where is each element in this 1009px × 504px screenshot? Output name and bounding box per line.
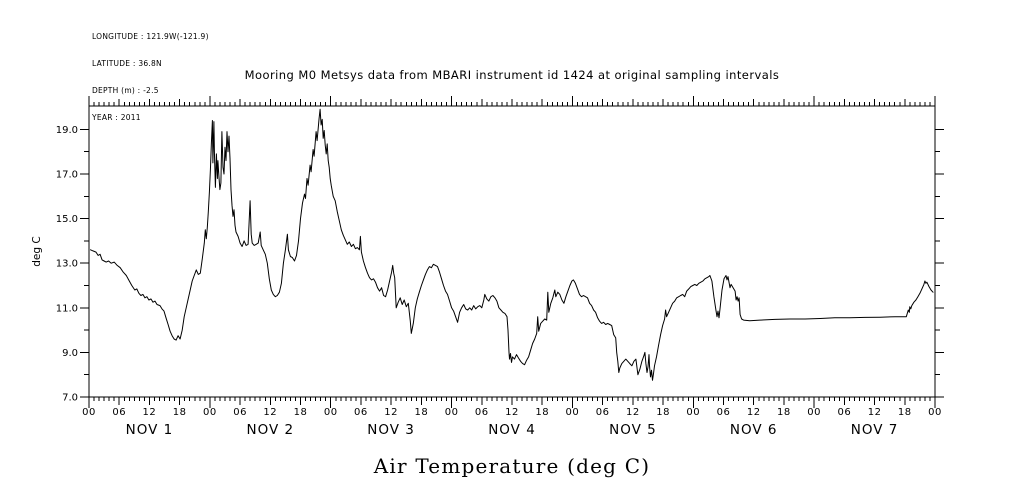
svg-text:15.0: 15.0 xyxy=(56,214,78,225)
svg-text:06: 06 xyxy=(838,407,852,418)
svg-text:06: 06 xyxy=(475,407,489,418)
svg-text:00: 00 xyxy=(928,407,942,418)
series-line-air-temperature xyxy=(90,108,934,381)
svg-text:12: 12 xyxy=(868,407,882,418)
y-axis-ticks xyxy=(80,128,944,398)
x-tick-labels: 00 06 12 18 00 06 12 18 00 06 12 18 00 06 12 18 00 06 12 18… xyxy=(82,407,942,418)
svg-text:00: 00 xyxy=(566,407,580,418)
svg-text:12: 12 xyxy=(384,407,398,418)
svg-text:00: 00 xyxy=(686,407,700,418)
metadata-block: LONGITUDE : 121.9W(-121.9) LATITUDE : 36… xyxy=(92,14,209,140)
x-axis-caption: Air Temperature (deg C) xyxy=(373,454,651,478)
y-axis-label: deg C xyxy=(31,236,43,266)
svg-text:18: 18 xyxy=(173,407,187,418)
chart-title: Mooring M0 Metsys data from MBARI instru… xyxy=(244,68,780,82)
svg-text:00: 00 xyxy=(445,407,459,418)
svg-text:06: 06 xyxy=(233,407,247,418)
svg-text:18: 18 xyxy=(294,407,308,418)
svg-text:NOV 6: NOV 6 xyxy=(730,422,778,438)
svg-text:00: 00 xyxy=(82,407,96,418)
svg-text:NOV 3: NOV 3 xyxy=(367,422,415,438)
svg-text:06: 06 xyxy=(596,407,610,418)
svg-text:NOV 4: NOV 4 xyxy=(488,422,536,438)
svg-text:NOV 7: NOV 7 xyxy=(851,422,899,438)
svg-text:06: 06 xyxy=(717,407,731,418)
svg-text:19.0: 19.0 xyxy=(56,125,78,136)
svg-text:NOV 1: NOV 1 xyxy=(126,422,174,438)
svg-text:18: 18 xyxy=(898,407,912,418)
svg-text:17.0: 17.0 xyxy=(56,170,78,181)
x-axis-ticks xyxy=(88,96,936,408)
svg-text:13.0: 13.0 xyxy=(56,259,78,270)
x-day-labels: NOV 1 NOV 2 NOV 3 NOV 4 NOV 5 NOV 6 NOV 7 xyxy=(126,422,899,438)
svg-text:00: 00 xyxy=(807,407,821,418)
svg-text:12: 12 xyxy=(747,407,761,418)
svg-text:11.0: 11.0 xyxy=(56,303,78,314)
svg-text:06: 06 xyxy=(112,407,126,418)
y-tick-labels: 19.0 17.0 15.0 13.0 11.0 9.0 7.0 xyxy=(56,125,78,404)
plot-border xyxy=(88,105,936,398)
svg-text:12: 12 xyxy=(143,407,157,418)
svg-text:7.0: 7.0 xyxy=(62,393,78,404)
latitude-line: LATITUDE : 36.8N xyxy=(92,59,162,68)
svg-text:18: 18 xyxy=(415,407,429,418)
svg-text:12: 12 xyxy=(263,407,277,418)
svg-text:NOV 2: NOV 2 xyxy=(246,422,294,438)
svg-text:18: 18 xyxy=(777,407,791,418)
svg-text:12: 12 xyxy=(626,407,640,418)
svg-text:NOV 5: NOV 5 xyxy=(609,422,657,438)
svg-text:9.0: 9.0 xyxy=(62,348,78,359)
year-line: YEAR : 2011 xyxy=(92,113,141,122)
longitude-line: LONGITUDE : 121.9W(-121.9) xyxy=(92,32,209,41)
depth-line: DEPTH (m) : -2.5 xyxy=(92,86,159,95)
svg-text:12: 12 xyxy=(505,407,519,418)
svg-text:00: 00 xyxy=(324,407,338,418)
svg-text:06: 06 xyxy=(354,407,368,418)
svg-text:00: 00 xyxy=(203,407,217,418)
svg-text:18: 18 xyxy=(656,407,670,418)
svg-text:18: 18 xyxy=(535,407,549,418)
